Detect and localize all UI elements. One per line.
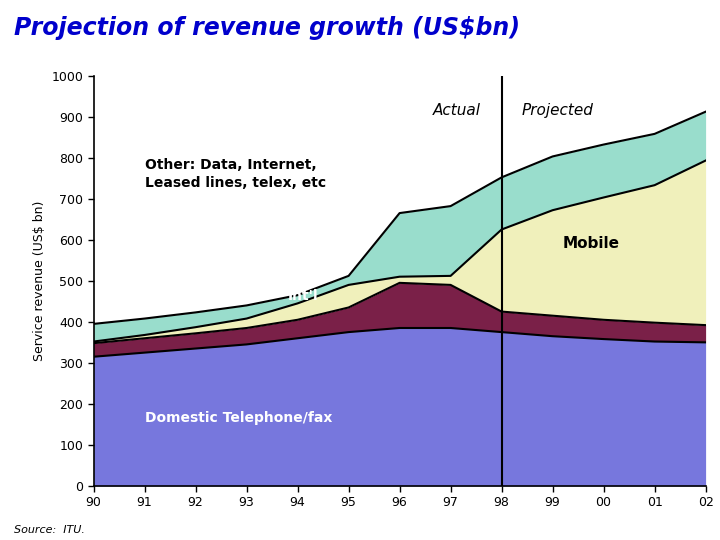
Text: Domestic Telephone/fax: Domestic Telephone/fax <box>145 411 332 426</box>
Y-axis label: Service revenue (US$ bn): Service revenue (US$ bn) <box>32 201 46 361</box>
Text: Actual: Actual <box>433 103 481 118</box>
Text: Mobile: Mobile <box>563 237 620 251</box>
Text: Projection of revenue growth (US$bn): Projection of revenue growth (US$bn) <box>14 16 521 40</box>
Text: Source:  ITU.: Source: ITU. <box>14 524 85 535</box>
Text: Int'l: Int'l <box>287 289 318 303</box>
Text: Projected: Projected <box>522 103 594 118</box>
Text: Other: Data, Internet,
Leased lines, telex, etc: Other: Data, Internet, Leased lines, tel… <box>145 158 325 190</box>
